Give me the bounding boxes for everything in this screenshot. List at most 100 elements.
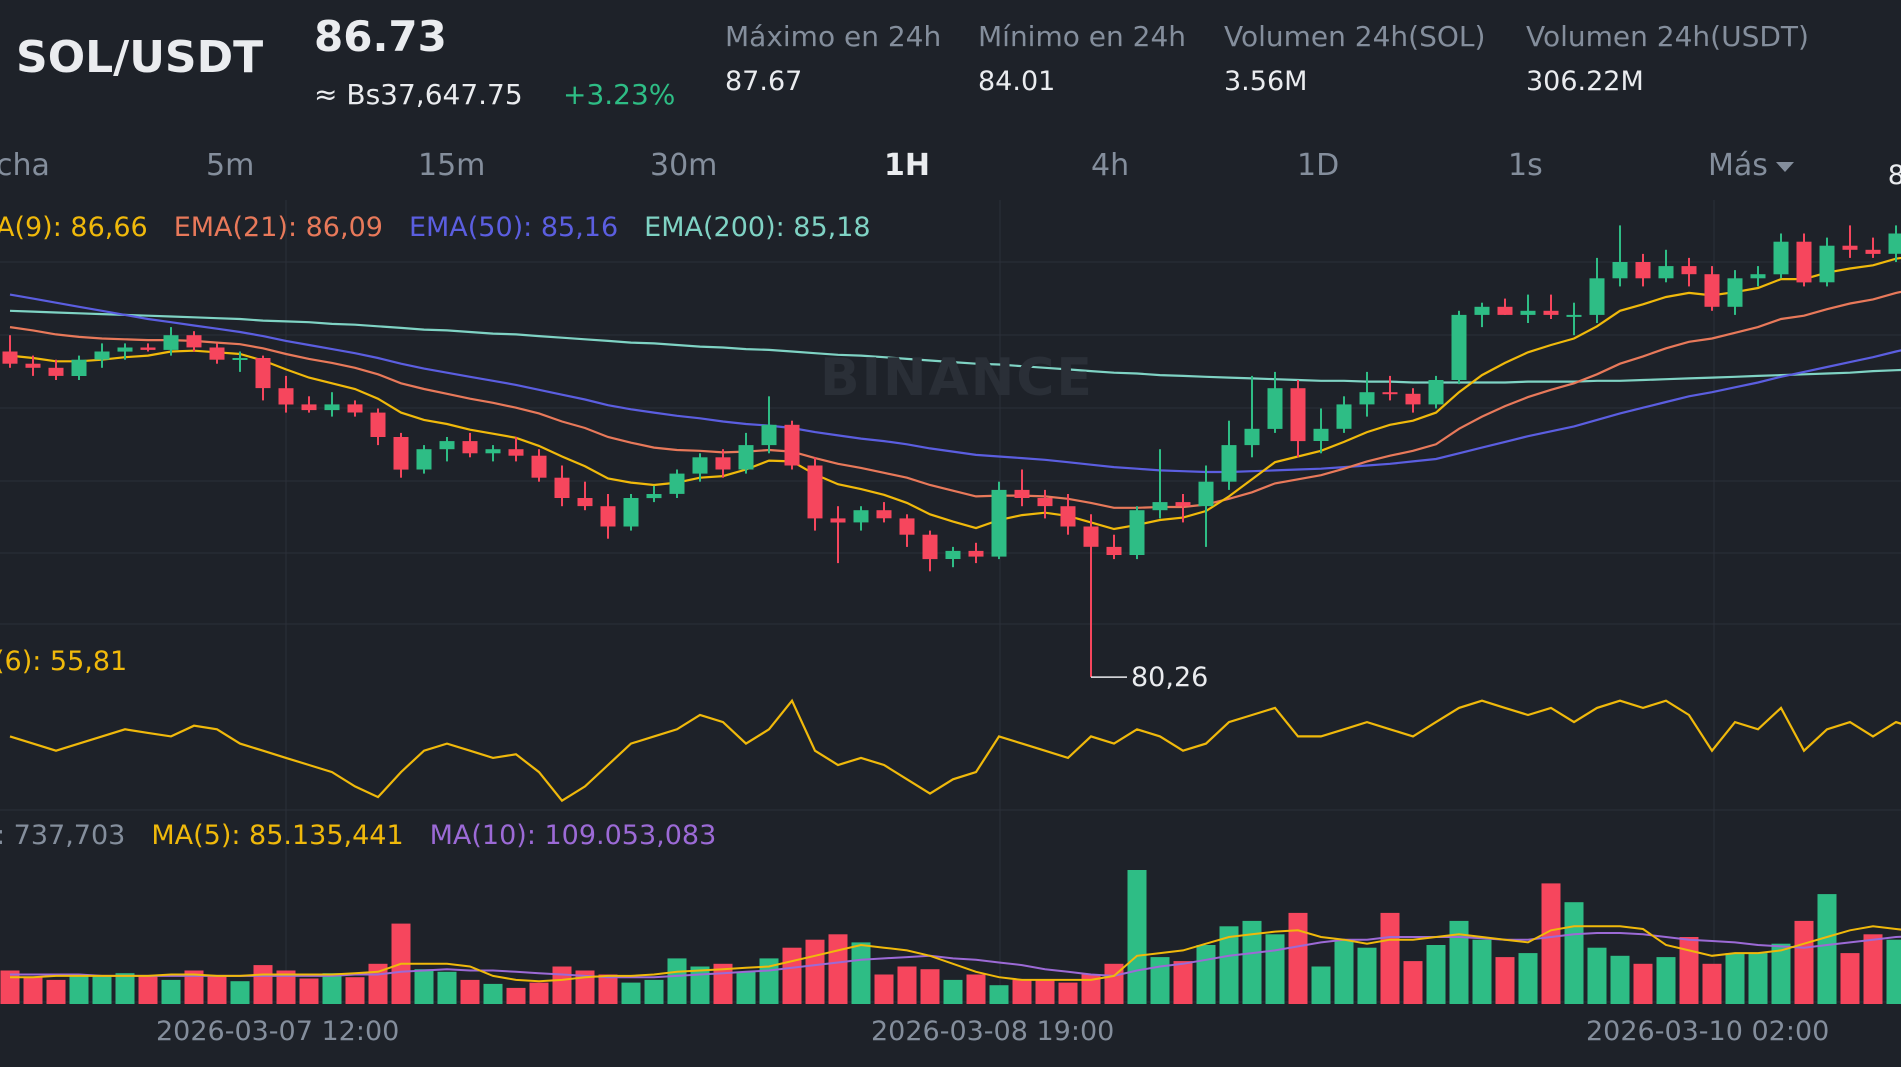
date-label-1: 2026-03-07 12:00 [156,1016,400,1047]
candle-body [1658,266,1674,279]
tf-tab-1d[interactable]: 1D [1297,148,1340,183]
volume-bar [92,975,112,1004]
low-marker-label: 80,26 [1131,662,1208,693]
tf-tab-4h[interactable]: 4h [1091,148,1130,183]
tf-tab-1s[interactable]: 1s [1508,148,1543,183]
candle-body [1796,241,1812,283]
volume-bar [621,982,641,1004]
candle-body [1198,481,1214,507]
ema50-line [9,293,1901,474]
candle-body [1428,380,1444,405]
candle-body [600,506,616,527]
tf-tab-more[interactable]: Más [1708,148,1794,183]
tf-tab-15m[interactable]: 15m [418,148,486,183]
volume-bar [897,966,917,1004]
volume-bar [1771,943,1791,1004]
candle-body [692,457,708,474]
volume-bar [1081,974,1101,1004]
volume-bar [1587,947,1607,1004]
volume-bar [1794,920,1814,1004]
rsi-line [9,698,1901,803]
stat-high-value: 87.67 [725,66,803,97]
volume-bar [460,979,480,1004]
volume-bar [161,979,181,1004]
candle-body [1359,392,1375,405]
candle-body [945,550,961,559]
candle-body [830,518,846,523]
pair-title[interactable]: SOL/USDT [16,32,264,83]
candle-body [715,457,731,470]
candle-body [485,449,501,454]
approx-local-price: ≈ Bs37,647.75 [314,78,523,111]
volume-bar [1817,894,1837,1004]
volume-bar [1656,957,1676,1004]
candle-body [163,335,179,350]
volume-bar [0,970,20,1004]
candle-body [968,550,984,557]
candle-body [1014,489,1030,498]
stat-vol-usdt-value: 306.22M [1526,66,1644,97]
candle-body [255,358,271,389]
candle-body [554,477,570,498]
candle-body [1290,388,1306,442]
rsi-legend: (6): 55,81 [0,646,128,677]
candle-body [1589,278,1605,315]
candle-body [416,449,432,470]
candle-body [1842,245,1858,250]
rsi-pane [9,698,1901,803]
stat-vol-sol-label: Volumen 24h(SOL) [1224,20,1486,53]
ema-legend: A(9): 86,66 EMA(21): 86,09 EMA(50): 85,16 E… [0,212,897,243]
candle-body [508,449,524,456]
candle-body [232,358,248,360]
volume-bar [805,939,825,1004]
candle-body [623,498,639,527]
volume-bar [966,974,986,1004]
volume-bar [506,987,526,1004]
candle-body [1566,314,1582,317]
tf-tab-30m[interactable]: 30m [650,148,718,183]
volume-bar [299,978,319,1004]
ema50-legend: EMA(50): 85,16 [408,212,619,243]
candle-body [1152,502,1168,511]
candle-body [1635,262,1651,279]
volume-bar [322,973,342,1004]
volume-bar [115,973,135,1004]
candle-body [807,465,823,519]
volume-bar [345,977,365,1004]
volume-bar [1357,947,1377,1004]
volume-bar [1725,953,1745,1004]
candle-body [1612,262,1628,279]
volume-bar [1288,912,1308,1004]
candle-body [393,437,409,470]
candle-body [1405,393,1421,405]
tf-tab-1h[interactable]: 1H [884,148,930,183]
price-markers: 87,67 80,26 [1091,160,1901,693]
volume-bar [598,974,618,1004]
candle-body [1037,498,1053,507]
volume-bar [230,981,250,1004]
candle-body [278,388,294,405]
candle-body [1267,388,1283,429]
candle-body [439,441,455,450]
vol-legend: : 737,703 [0,820,126,851]
candle-body [1727,278,1743,307]
volume-bar [1219,926,1239,1004]
date-label-3: 2026-03-10 02:00 [1586,1016,1830,1047]
candle-body [646,494,662,499]
candle-body [25,363,41,368]
candle-body [1175,502,1191,507]
volume-bar [736,971,756,1004]
candle-body [370,412,386,437]
stat-vol-usdt-label: Volumen 24h(USDT) [1526,20,1809,53]
price-change-percent: +3.23% [563,78,676,111]
candle-body [301,404,317,411]
tf-tab-partial[interactable]: cha [0,148,50,183]
ma10-line [10,932,1901,979]
tf-tab-5m[interactable]: 5m [206,148,255,183]
volume-bar [1426,945,1446,1004]
candle-body [117,347,133,352]
candle-body [1313,428,1329,441]
volume-bar [437,971,457,1004]
high-marker-label: 87,67 [1888,160,1901,191]
